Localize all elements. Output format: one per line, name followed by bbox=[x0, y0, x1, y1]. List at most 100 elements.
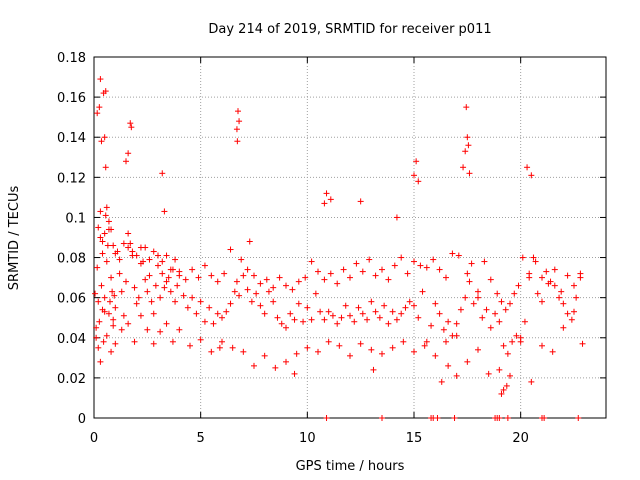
data-point bbox=[451, 415, 458, 421]
data-point bbox=[163, 278, 170, 285]
data-point bbox=[411, 258, 417, 265]
data-point bbox=[167, 288, 174, 295]
data-point bbox=[291, 316, 298, 323]
data-point bbox=[184, 304, 191, 311]
y-tick-label: 0.04 bbox=[57, 332, 86, 347]
data-point bbox=[421, 342, 428, 349]
data-point bbox=[159, 170, 166, 177]
data-point bbox=[98, 138, 105, 145]
data-point bbox=[464, 358, 471, 365]
data-point bbox=[270, 284, 277, 291]
data-point bbox=[423, 264, 430, 271]
data-point bbox=[146, 256, 153, 263]
data-point bbox=[460, 164, 467, 171]
data-point bbox=[379, 415, 385, 421]
data-point bbox=[492, 310, 499, 317]
data-point bbox=[125, 150, 132, 157]
data-point bbox=[227, 246, 234, 253]
data-point bbox=[464, 270, 471, 277]
data-point bbox=[519, 254, 526, 261]
data-point bbox=[300, 318, 307, 325]
data-point bbox=[97, 234, 104, 241]
data-point bbox=[334, 320, 341, 327]
data-point bbox=[528, 172, 535, 179]
data-point bbox=[244, 286, 251, 293]
data-point bbox=[524, 164, 531, 171]
data-point bbox=[551, 266, 558, 273]
data-point bbox=[108, 226, 115, 233]
data-point bbox=[272, 364, 279, 371]
data-point bbox=[453, 332, 460, 339]
data-point bbox=[504, 415, 511, 421]
data-point bbox=[118, 288, 125, 295]
data-point bbox=[415, 314, 422, 321]
data-point bbox=[221, 270, 228, 277]
data-point bbox=[308, 258, 315, 265]
data-point bbox=[142, 244, 149, 251]
y-tick-label: 0.02 bbox=[57, 372, 86, 387]
data-point bbox=[393, 214, 400, 221]
data-point bbox=[436, 266, 443, 273]
data-point bbox=[372, 308, 379, 315]
data-point bbox=[449, 250, 456, 257]
data-point bbox=[219, 314, 225, 321]
data-point bbox=[479, 314, 486, 321]
data-point bbox=[180, 292, 187, 299]
data-point bbox=[502, 306, 509, 313]
data-point bbox=[169, 338, 176, 345]
data-point bbox=[304, 304, 311, 311]
data-point bbox=[103, 204, 110, 211]
data-point bbox=[443, 274, 449, 281]
data-point bbox=[227, 300, 234, 307]
data-point bbox=[131, 284, 138, 291]
data-point bbox=[304, 344, 311, 351]
data-point bbox=[137, 260, 144, 267]
data-point bbox=[321, 200, 328, 207]
data-point bbox=[413, 158, 420, 165]
data-point bbox=[108, 274, 115, 281]
data-point bbox=[419, 288, 426, 295]
data-point bbox=[543, 268, 550, 275]
data-point bbox=[94, 110, 101, 117]
data-point bbox=[539, 274, 545, 281]
data-point bbox=[368, 298, 375, 305]
data-point bbox=[571, 308, 577, 315]
data-point bbox=[347, 352, 353, 359]
data-point bbox=[389, 344, 396, 351]
data-point bbox=[541, 415, 548, 421]
data-point bbox=[376, 314, 383, 321]
data-point bbox=[159, 270, 166, 277]
data-point bbox=[370, 366, 377, 373]
data-point bbox=[257, 302, 264, 309]
data-point bbox=[214, 278, 221, 285]
data-point bbox=[487, 324, 494, 331]
y-tick-label: 0.12 bbox=[57, 171, 86, 186]
data-point bbox=[521, 318, 528, 325]
data-point bbox=[359, 268, 366, 275]
data-point bbox=[102, 212, 109, 219]
data-point bbox=[155, 252, 161, 259]
data-point bbox=[248, 298, 255, 305]
data-point bbox=[206, 304, 213, 311]
data-point bbox=[176, 268, 183, 275]
data-point bbox=[102, 164, 109, 171]
data-point bbox=[131, 338, 138, 345]
data-point bbox=[125, 244, 132, 251]
data-point bbox=[116, 270, 123, 277]
data-point bbox=[323, 190, 330, 197]
data-point bbox=[577, 274, 584, 281]
data-point bbox=[564, 310, 571, 317]
data-point bbox=[517, 338, 524, 345]
data-point bbox=[509, 338, 516, 345]
data-point bbox=[445, 362, 452, 369]
data-point bbox=[148, 298, 155, 305]
data-point bbox=[355, 304, 362, 311]
data-point bbox=[150, 310, 157, 317]
data-point bbox=[240, 348, 247, 355]
data-point bbox=[105, 218, 112, 225]
data-point bbox=[95, 344, 102, 351]
data-point bbox=[101, 294, 108, 301]
data-point bbox=[99, 238, 106, 245]
data-point bbox=[201, 318, 208, 325]
data-point bbox=[159, 258, 166, 265]
